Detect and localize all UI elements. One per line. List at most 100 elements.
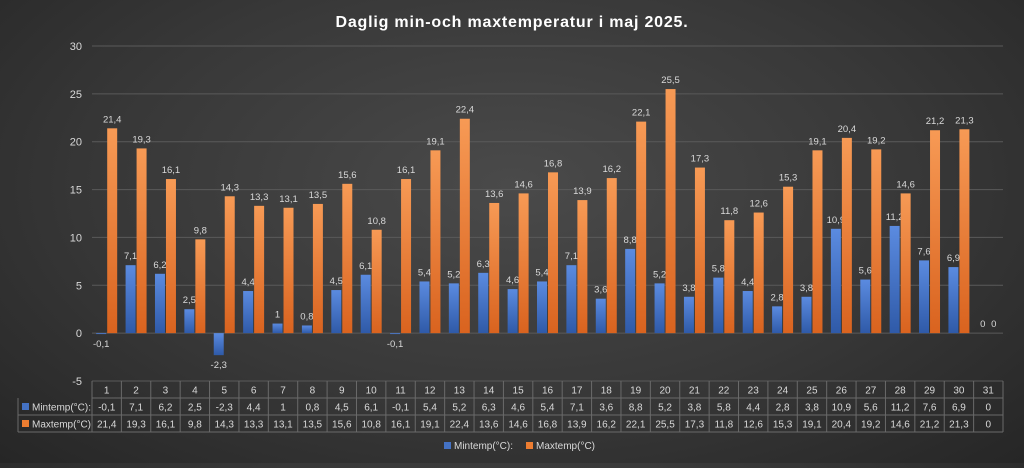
table-cell: -0,1	[98, 403, 116, 414]
data-label: 16,1	[397, 165, 416, 176]
table-cell: 4,4	[247, 403, 261, 414]
data-label: 5,6	[859, 266, 872, 277]
bar-min	[154, 273, 165, 334]
table-cell: 10,9	[832, 403, 852, 414]
data-label: 11,2	[886, 212, 904, 223]
legend-label: Mintemp(°C):	[454, 441, 513, 452]
table-category: 12	[424, 386, 436, 397]
data-label: 19,1	[426, 136, 445, 147]
table-series-name: Maxtemp(°C)	[32, 420, 91, 431]
bar-min	[948, 267, 959, 334]
table-category: 24	[777, 386, 789, 397]
bar-max	[694, 167, 705, 334]
bar-min	[507, 289, 518, 334]
table-series-name: Mintemp(°C):	[32, 403, 91, 414]
table-cell: 14,3	[215, 420, 235, 431]
data-label: 0	[980, 319, 985, 330]
table-category: 10	[366, 386, 378, 397]
data-label: 10,9	[827, 215, 846, 226]
data-label: 4,5	[330, 276, 343, 287]
bar-max	[371, 229, 382, 334]
data-label: 15,3	[779, 173, 798, 184]
data-label: 25,5	[661, 75, 680, 86]
data-label: 4,6	[506, 275, 519, 286]
data-label: 16,1	[162, 165, 181, 176]
bar-min	[889, 225, 900, 334]
data-label: 7,1	[565, 251, 578, 262]
bar-min	[772, 306, 783, 334]
bar-min	[390, 333, 401, 335]
data-label: 8,8	[624, 235, 637, 246]
table-category: 2	[133, 386, 139, 397]
data-label: 4,4	[242, 277, 255, 288]
data-label: 2,8	[770, 292, 783, 303]
data-label: 10,8	[367, 216, 386, 227]
table-cell: 8,8	[629, 403, 643, 414]
data-label: 6,9	[947, 253, 960, 264]
bar-max	[283, 207, 294, 334]
bar-max	[606, 178, 617, 334]
data-label: 12,6	[749, 199, 768, 210]
y-tick-label: -5	[72, 376, 82, 388]
table-category: 30	[953, 386, 965, 397]
bar-max	[342, 183, 353, 334]
data-label: 3,8	[682, 283, 695, 294]
table-cell: 7,1	[129, 403, 143, 414]
bar-min	[654, 283, 665, 334]
bar-min	[742, 291, 753, 334]
data-label: 19,1	[808, 136, 827, 147]
data-label: 7,1	[124, 251, 137, 262]
table-cell: 19,1	[802, 420, 822, 431]
data-label: 6,2	[153, 260, 166, 271]
table-category: 6	[251, 386, 257, 397]
bar-min	[272, 323, 283, 334]
data-label: 19,3	[132, 134, 151, 145]
table-category: 15	[513, 386, 525, 397]
legend-key	[444, 442, 451, 449]
table-cell: 2,5	[188, 403, 202, 414]
table-cell: 19,1	[420, 420, 440, 431]
data-label: 2,5	[183, 295, 196, 306]
bar-max	[459, 118, 470, 334]
table-cell: 4,5	[335, 403, 349, 414]
table-category: 1	[104, 386, 110, 397]
table-cell: 0	[986, 420, 992, 431]
data-label: 3,6	[594, 285, 607, 296]
table-cell: -2,3	[216, 403, 234, 414]
data-label: 11,8	[720, 206, 738, 217]
bar-max	[724, 220, 735, 334]
bar-max	[665, 89, 676, 334]
bar-max	[107, 128, 118, 334]
table-cell: 22,4	[450, 420, 470, 431]
table-cell: 12,6	[743, 420, 763, 431]
data-label: 17,3	[691, 154, 710, 165]
data-label: 5,2	[447, 269, 460, 280]
table-category: 22	[718, 386, 730, 397]
table-cell: 14,6	[508, 420, 528, 431]
table-category: 5	[221, 386, 227, 397]
table-cell: 13,5	[303, 420, 323, 431]
table-cell: 15,6	[332, 420, 352, 431]
data-label: 22,1	[632, 108, 651, 119]
table-category: 8	[310, 386, 316, 397]
table-category: 25	[806, 386, 818, 397]
bar-min	[448, 283, 459, 334]
data-label: 5,2	[653, 269, 666, 280]
data-label: 13,9	[573, 186, 592, 197]
data-label: 13,6	[485, 189, 504, 200]
data-label: 21,2	[926, 116, 945, 127]
bar-min	[683, 296, 694, 334]
data-label: 6,3	[477, 259, 490, 270]
data-label: 3,8	[800, 283, 813, 294]
bar-min	[96, 333, 107, 335]
bar-max	[753, 212, 764, 334]
table-cell: 20,4	[832, 420, 852, 431]
table-cell: 21,3	[949, 420, 969, 431]
data-label: 0,8	[300, 311, 313, 322]
table-category: 3	[163, 386, 169, 397]
bar-min	[537, 281, 547, 334]
table-cell: 0	[986, 403, 992, 414]
data-label: 13,5	[309, 190, 328, 201]
bar-max	[401, 179, 412, 334]
